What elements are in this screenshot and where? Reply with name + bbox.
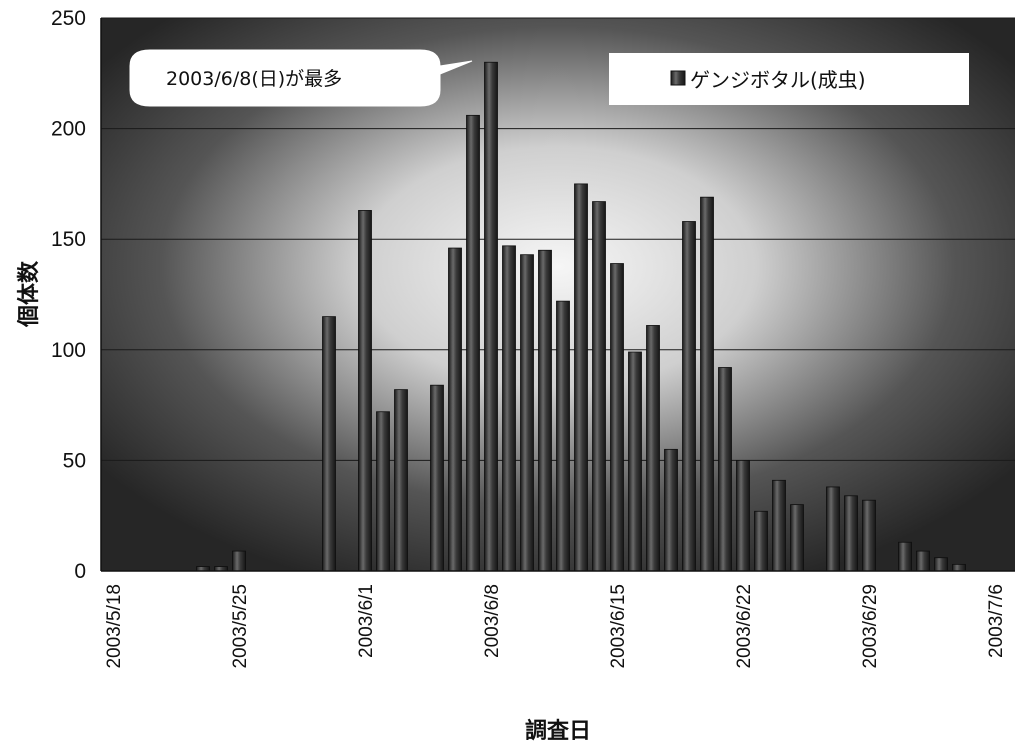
bar xyxy=(232,550,246,572)
y-tick-label: 0 xyxy=(74,560,86,583)
bar xyxy=(736,459,750,572)
bar xyxy=(646,325,660,572)
bar xyxy=(952,563,966,572)
x-tick-labels: 2003/5/18 2003/5/25 2003/6/1 2003/6/8 2003/6… xyxy=(104,584,1007,669)
bar xyxy=(718,367,732,572)
bar xyxy=(430,384,444,572)
bars xyxy=(196,61,966,572)
legend: ゲンジボタル(成虫) xyxy=(609,53,969,105)
bar xyxy=(664,448,678,572)
legend-box xyxy=(609,53,969,105)
x-tick-label: 2003/6/29 xyxy=(860,584,881,669)
y-tick-label: 50 xyxy=(63,449,86,472)
bar xyxy=(520,254,534,572)
bar xyxy=(466,114,480,572)
bar xyxy=(556,300,570,572)
y-tick-labels: 0 50 100 150 200 250 xyxy=(51,7,86,583)
bar xyxy=(844,495,858,572)
bar xyxy=(898,541,912,572)
bar xyxy=(394,389,408,572)
x-tick-label: 2003/6/15 xyxy=(608,584,629,669)
bar xyxy=(682,221,696,572)
bar xyxy=(826,486,840,572)
x-axis-title: 調査日 xyxy=(525,718,591,744)
x-tick-label: 2003/5/18 xyxy=(104,584,125,669)
y-tick-label: 200 xyxy=(51,118,86,141)
y-tick-label: 100 xyxy=(51,339,86,362)
bar xyxy=(610,263,624,572)
legend-label: ゲンジボタル(成虫) xyxy=(690,68,866,92)
bar xyxy=(502,245,516,572)
callout-annotation: 2003/6/8(日)が最多 xyxy=(129,49,473,107)
x-tick-label: 2003/6/22 xyxy=(734,584,755,669)
y-tick-label: 250 xyxy=(51,7,86,30)
bar xyxy=(448,247,462,572)
callout-text: 2003/6/8(日)が最多 xyxy=(166,68,342,90)
bar xyxy=(772,479,786,572)
x-tick-label: 2003/6/1 xyxy=(356,584,377,658)
x-tick-label: 2003/6/8 xyxy=(482,584,503,658)
bar xyxy=(700,196,714,572)
x-tick-label: 2003/5/25 xyxy=(230,584,251,669)
bar xyxy=(916,550,930,572)
bar xyxy=(538,249,552,572)
bar xyxy=(376,411,390,572)
bar xyxy=(574,183,588,572)
bar xyxy=(754,510,768,572)
bar xyxy=(790,504,804,572)
y-axis-title: 個体数 xyxy=(16,260,42,328)
x-tick-label: 2003/7/6 xyxy=(986,584,1007,658)
bar xyxy=(934,557,948,572)
bar xyxy=(862,499,876,572)
bar xyxy=(322,316,336,572)
callout-bubble xyxy=(129,49,473,107)
bar xyxy=(358,210,372,572)
y-tick-label: 150 xyxy=(51,228,86,251)
bar xyxy=(592,201,606,572)
legend-swatch xyxy=(670,70,686,86)
bar xyxy=(484,61,498,572)
bar xyxy=(628,351,642,572)
